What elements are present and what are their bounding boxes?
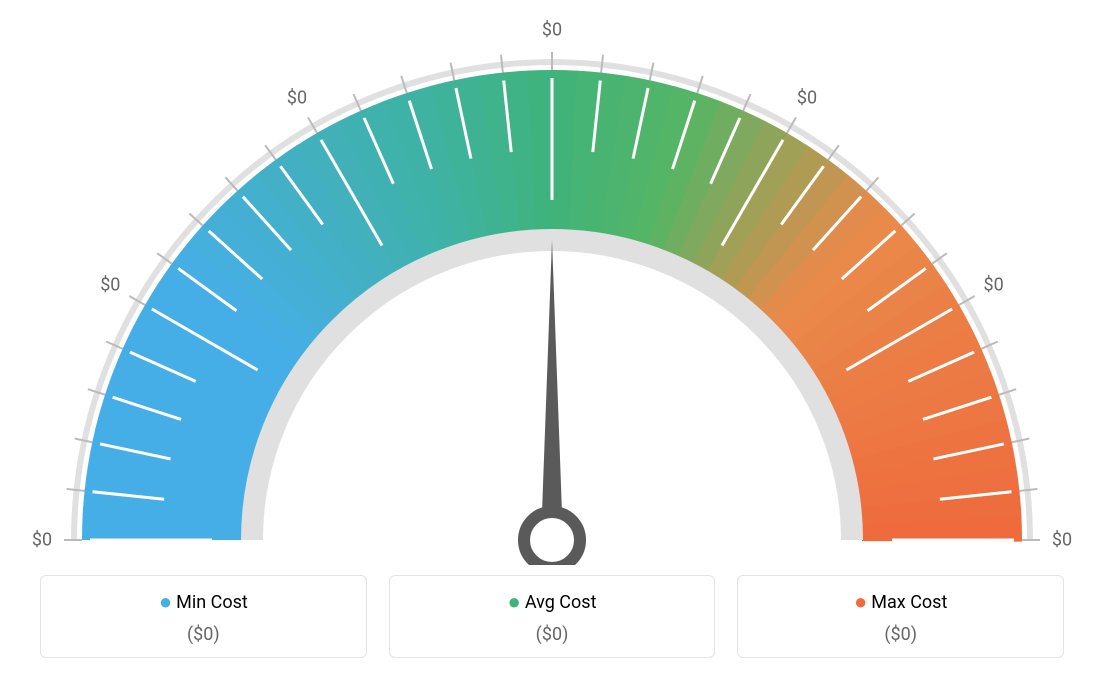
dot-icon: ● <box>508 590 521 615</box>
legend-value-max: ($0) <box>748 624 1053 645</box>
gauge-tick-label: $0 <box>100 275 120 296</box>
legend-title-text: Avg Cost <box>525 592 597 613</box>
legend-title-avg: ●Avg Cost <box>400 590 705 616</box>
dot-icon: ● <box>159 590 172 615</box>
gauge-tick-label: $0 <box>32 530 52 551</box>
legend-title-text: Min Cost <box>176 592 248 613</box>
gauge-chart: $0 $0 $0 $0 $0 $0 $0 <box>0 0 1104 565</box>
legend-title-min: ●Min Cost <box>51 590 356 616</box>
legend-card-max: ●Max Cost ($0) <box>737 575 1064 658</box>
legend-value-min: ($0) <box>51 624 356 645</box>
gauge-tick-label: $0 <box>797 88 817 109</box>
legend-row: ●Min Cost ($0) ●Avg Cost ($0) ●Max Cost … <box>40 575 1064 658</box>
legend-value-avg: ($0) <box>400 624 705 645</box>
gauge-tick-label: $0 <box>984 275 1004 296</box>
legend-title-text: Max Cost <box>871 592 947 613</box>
gauge-tick-label: $0 <box>287 88 307 109</box>
dot-icon: ● <box>854 590 867 615</box>
legend-card-min: ●Min Cost ($0) <box>40 575 367 658</box>
gauge-svg <box>0 0 1104 565</box>
gauge-tick-label: $0 <box>1052 530 1072 551</box>
cost-gauge-widget: $0$0$0$0$0$0$0 ●Min Cost ($0) ●Avg Cost … <box>0 0 1104 690</box>
gauge-tick-label: $0 <box>542 20 562 41</box>
legend-card-avg: ●Avg Cost ($0) <box>389 575 716 658</box>
legend-title-max: ●Max Cost <box>748 590 1053 616</box>
